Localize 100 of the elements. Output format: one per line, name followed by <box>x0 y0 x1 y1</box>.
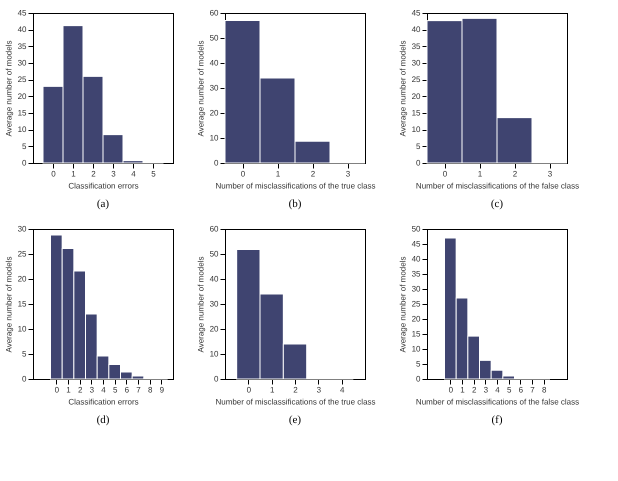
y-tick-label: 30 <box>412 58 422 68</box>
x-axis-title: Classification errors <box>68 182 139 190</box>
y-axis-title: Average number of models <box>196 40 206 136</box>
x-tick-label: 0 <box>54 386 60 394</box>
x-tick-label: 7 <box>530 386 536 394</box>
x-tick-label: 4 <box>131 170 136 178</box>
x-axis-title: Classification errors <box>68 398 139 406</box>
x-tick-label: 3 <box>548 170 553 178</box>
x-tick-label: 4 <box>495 386 500 394</box>
y-tick-label: 30 <box>18 58 28 68</box>
x-tick-label: 0 <box>246 386 252 394</box>
text: (f) <box>492 414 503 426</box>
x-tick-label: 2 <box>310 170 316 178</box>
x-tick-label: 3 <box>484 386 489 394</box>
x-tick-label: 5 <box>506 386 512 394</box>
x-tick-label: 1 <box>478 170 483 178</box>
y-tick-label: 50 <box>210 34 220 42</box>
x-tick-label: 8 <box>542 386 547 394</box>
y-tick-label: 45 <box>412 240 422 248</box>
y-axis-title: Average number of models <box>398 256 408 352</box>
text: (b) <box>288 198 302 210</box>
y-tick-label: 40 <box>210 274 220 284</box>
y-tick-label: 0 <box>416 158 422 168</box>
y-tick-label: 40 <box>412 25 422 34</box>
x-tick-label: 0 <box>448 386 454 394</box>
y-tick-label: 20 <box>412 314 422 324</box>
y-tick-label: 35 <box>412 42 422 51</box>
y-tick-label: 10 <box>210 134 220 142</box>
x-tick-label: 3 <box>316 386 322 394</box>
y-axis-title: Average number of models <box>4 40 14 136</box>
x-tick-label: 1 <box>276 170 281 178</box>
x-tick-label: 7 <box>136 386 142 394</box>
y-tick-label: 20 <box>18 274 28 284</box>
y-tick-label: 45 <box>18 8 28 18</box>
x-tick-label: 2 <box>293 386 298 394</box>
y-tick-label: 5 <box>22 350 28 358</box>
x-tick-label: 2 <box>78 386 83 394</box>
x-tick-label: 2 <box>91 170 96 178</box>
y-tick-label: 10 <box>18 324 28 334</box>
x-axis-title: Number of misclassifications of the true class <box>215 398 376 406</box>
y-tick-label: 40 <box>412 254 422 264</box>
x-tick-label: 3 <box>346 170 351 178</box>
x-tick-label: 0 <box>240 170 246 178</box>
y-tick-label: 10 <box>210 350 220 358</box>
y-tick-label: 15 <box>18 300 28 308</box>
y-tick-label: 10 <box>412 344 422 354</box>
y-tick-label: 10 <box>18 125 28 134</box>
x-tick-label: 0 <box>442 170 448 178</box>
y-axis-title: Average number of models <box>4 256 14 352</box>
y-axis-title: Average number of models <box>196 256 206 352</box>
x-tick-label: 5 <box>151 170 156 178</box>
x-tick-label: 4 <box>340 386 345 394</box>
y-tick-label: 50 <box>412 224 422 234</box>
x-tick-label: 1 <box>66 386 72 394</box>
x-tick-label: 3 <box>111 170 116 178</box>
y-tick-label: 15 <box>412 108 422 118</box>
text: (c) <box>490 198 504 210</box>
x-tick-label: 1 <box>460 386 466 394</box>
x-tick-label: 5 <box>112 386 118 394</box>
x-tick-label: 1 <box>71 170 76 178</box>
y-tick-label: 25 <box>412 300 422 308</box>
y-tick-label: 5 <box>416 360 422 368</box>
y-tick-label: 20 <box>18 92 28 101</box>
y-axis-title: Average number of models <box>398 40 408 136</box>
y-tick-label: 0 <box>22 158 28 168</box>
y-tick-label: 40 <box>210 58 220 68</box>
y-tick-label: 10 <box>412 125 422 134</box>
x-tick-label: 0 <box>51 170 56 178</box>
y-tick-label: 30 <box>412 284 422 294</box>
y-tick-label: 15 <box>18 108 28 118</box>
y-tick-label: 40 <box>18 25 28 34</box>
y-tick-label: 25 <box>18 75 28 84</box>
y-tick-label: 0 <box>214 158 220 168</box>
y-tick-label: 30 <box>18 224 28 234</box>
text: (d) <box>96 414 110 426</box>
x-tick-label: 9 <box>160 386 165 394</box>
x-tick-label: 2 <box>472 386 477 394</box>
text: (e) <box>288 414 302 426</box>
x-axis-title: Number of misclassifications of the true class <box>215 182 376 190</box>
y-tick-label: 50 <box>210 250 220 258</box>
y-tick-label: 5 <box>416 142 422 151</box>
y-tick-label: 0 <box>22 374 28 384</box>
x-axis-title: Number of misclassifications of the false class <box>416 398 580 406</box>
y-tick-label: 25 <box>18 250 28 258</box>
y-tick-label: 20 <box>412 92 422 101</box>
y-tick-label: 35 <box>412 270 422 278</box>
x-tick-label: 2 <box>512 170 518 178</box>
y-tick-label: 20 <box>210 324 220 334</box>
text: (a) <box>96 198 110 210</box>
y-tick-label: 5 <box>22 142 28 151</box>
x-tick-label: 6 <box>124 386 130 394</box>
y-tick-label: 0 <box>214 374 220 384</box>
y-tick-label: 0 <box>416 374 422 384</box>
y-tick-label: 30 <box>210 84 220 92</box>
x-tick-label: 1 <box>270 386 275 394</box>
x-tick-label: 6 <box>518 386 524 394</box>
x-tick-label: 8 <box>148 386 153 394</box>
x-tick-label: 3 <box>90 386 95 394</box>
y-tick-label: 20 <box>210 108 220 118</box>
y-tick-label: 25 <box>412 75 422 84</box>
